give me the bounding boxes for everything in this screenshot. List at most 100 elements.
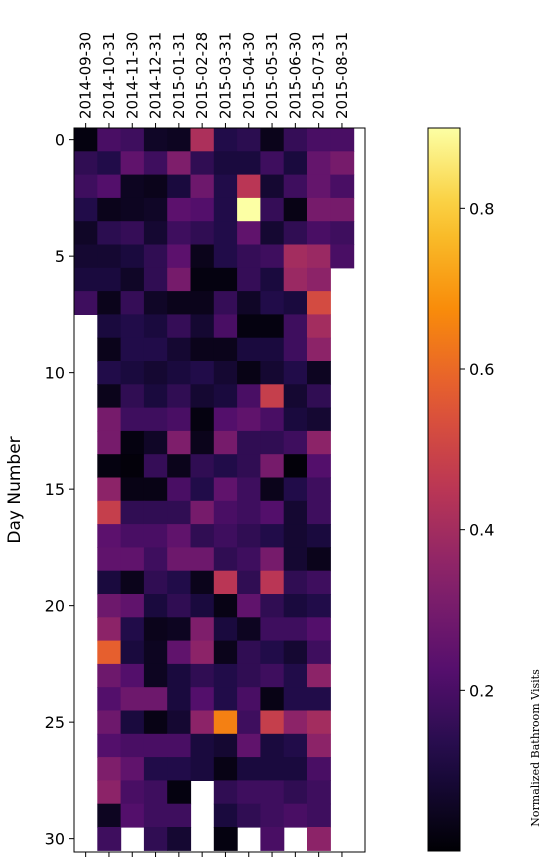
heatmap-cell	[143, 663, 168, 688]
heatmap-cell	[190, 733, 215, 758]
heatmap-cell	[167, 174, 192, 199]
heatmap-cell	[167, 361, 192, 385]
heatmap-cell	[330, 244, 355, 269]
heatmap-cell	[283, 430, 308, 455]
heatmap-cell	[167, 244, 192, 269]
heatmap-cell	[237, 594, 261, 618]
heatmap-cell	[283, 267, 308, 292]
x-tick-label: 2014-11-30	[123, 32, 141, 119]
heatmap-cell	[213, 267, 238, 292]
heatmap-cell	[283, 547, 308, 572]
heatmap-cell	[120, 384, 145, 409]
heatmap-cell	[120, 291, 145, 315]
heatmap-cell	[307, 594, 331, 618]
heatmap-cell	[167, 733, 192, 758]
heatmap-cell	[143, 710, 168, 735]
heatmap-cell	[260, 710, 285, 735]
heatmap-cell	[167, 640, 192, 665]
heatmap-cell	[190, 407, 215, 432]
heatmap-cell	[307, 407, 331, 432]
heatmap-cell	[237, 570, 261, 595]
heatmap-cell	[97, 244, 122, 269]
heatmap-cell	[167, 803, 192, 828]
heatmap-cell	[260, 827, 285, 851]
heatmap-cell	[260, 780, 285, 805]
heatmap-cell	[143, 267, 168, 292]
heatmap-cell	[190, 524, 215, 548]
colorbar-axis: 0.2 0.4 0.6 0.8	[460, 199, 494, 700]
heatmap-cell	[283, 174, 308, 199]
heatmap-cell	[120, 314, 145, 339]
heatmap-cell	[213, 733, 238, 758]
heatmap-cell	[260, 757, 285, 781]
heatmap-cell	[237, 128, 261, 152]
heatmap-cell	[120, 594, 145, 618]
x-tick-label: 2015-06-30	[286, 32, 304, 119]
heatmap-cell	[237, 361, 261, 385]
heatmap-cell	[237, 477, 261, 502]
heatmap-cell	[283, 477, 308, 502]
heatmap-cell	[307, 454, 331, 479]
heatmap-cell	[97, 267, 122, 292]
heatmap-cell	[330, 221, 355, 246]
y-tick-label: 10	[45, 364, 65, 383]
heatmap-cell	[213, 617, 238, 642]
heatmap-cell	[213, 524, 238, 548]
heatmap-cell	[237, 454, 261, 479]
heatmap-cell	[74, 128, 98, 152]
y-tick-label: 30	[45, 830, 65, 849]
heatmap-cell	[283, 687, 308, 712]
heatmap-cell	[167, 710, 192, 735]
heatmap-cell	[237, 174, 261, 199]
heatmap-cell	[143, 384, 168, 409]
heatmap-cell	[74, 151, 98, 176]
heatmap-cell	[97, 733, 122, 758]
heatmap-cell	[190, 197, 215, 222]
heatmap-cell	[190, 337, 215, 362]
heatmap-cell	[260, 407, 285, 432]
heatmap-cell	[143, 547, 168, 572]
heatmap-cell	[307, 361, 331, 385]
heatmap-cell	[97, 197, 122, 222]
heatmap-cell	[167, 407, 192, 432]
heatmap-cell	[97, 291, 122, 315]
heatmap-cell	[143, 687, 168, 712]
y-tick-label: 15	[45, 480, 65, 499]
heatmap-cell	[307, 617, 331, 642]
heatmap-cell	[237, 314, 261, 339]
heatmap-cell	[167, 547, 192, 572]
heatmap-cell	[213, 337, 238, 362]
heatmap-cell	[120, 151, 145, 176]
heatmap-cell	[74, 197, 98, 222]
heatmap-cell	[74, 244, 98, 269]
heatmap-cell	[120, 361, 145, 385]
heatmap-cell	[97, 827, 122, 851]
heatmap-cell	[97, 640, 122, 665]
heatmap-cell	[143, 314, 168, 339]
heatmap-cell	[97, 710, 122, 735]
heatmap-cell	[120, 407, 145, 432]
heatmap-cell	[120, 803, 145, 828]
heatmap-cell	[120, 733, 145, 758]
heatmap-cell	[97, 594, 122, 618]
heatmap-cell	[307, 244, 331, 269]
y-tick-label: 25	[45, 713, 65, 732]
heatmap-cell	[237, 430, 261, 455]
heatmap-cell	[74, 267, 98, 292]
heatmap-cell	[167, 291, 192, 315]
heatmap-cell	[167, 221, 192, 246]
heatmap-cell	[213, 663, 238, 688]
heatmap-cell	[167, 430, 192, 455]
colorbar-tick-label: 0.6	[469, 360, 494, 379]
heatmap-cell	[307, 780, 331, 805]
heatmap-cell	[307, 477, 331, 502]
heatmap-cell	[260, 174, 285, 199]
heatmap-cell	[307, 384, 331, 409]
heatmap-cell	[167, 267, 192, 292]
heatmap-cell	[213, 687, 238, 712]
heatmap-cell	[283, 757, 308, 781]
heatmap-cell	[143, 151, 168, 176]
heatmap-cell	[260, 640, 285, 665]
heatmap-cell	[307, 757, 331, 781]
heatmap-cell	[283, 570, 308, 595]
